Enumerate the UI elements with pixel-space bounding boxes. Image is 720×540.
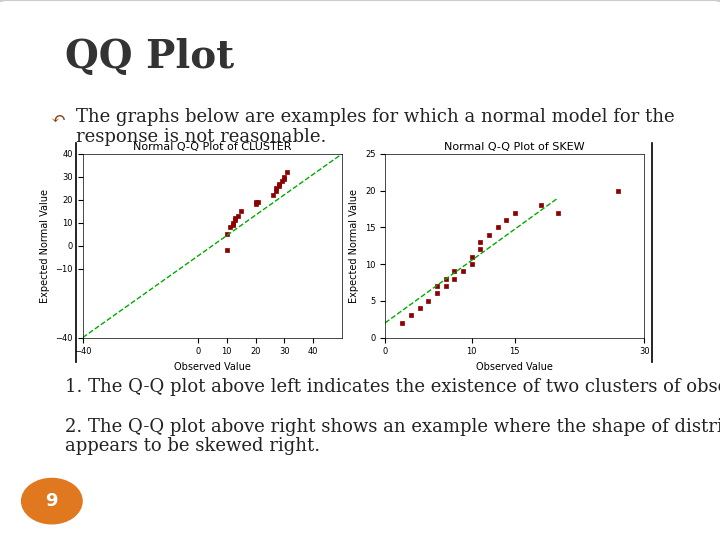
Text: 9: 9 [45,492,58,510]
Point [449,267,460,276]
Point [440,274,451,283]
Title: Normal Q-Q Plot of SKEW: Normal Q-Q Plot of SKEW [444,141,585,152]
Point [431,282,443,291]
Point [466,260,477,268]
Point [276,177,287,186]
Point [270,184,282,193]
Y-axis label: Expected Normal Value: Expected Normal Value [40,188,50,303]
Point [230,214,241,222]
Point [500,215,512,224]
Point [431,289,443,298]
Point [535,201,546,210]
Point [474,245,486,254]
Point [440,282,451,291]
Text: QQ Plot: QQ Plot [65,38,234,76]
Point [457,267,469,276]
Point [474,238,486,246]
Y-axis label: Expected Normal Value: Expected Normal Value [349,188,359,303]
Point [235,207,247,215]
Point [449,274,460,283]
Point [397,319,408,327]
Point [227,218,238,227]
Point [466,252,477,261]
Point [405,311,417,320]
Point [279,172,290,181]
Text: 2. The Q-Q plot above right shows an example where the shape of distribution: 2. The Q-Q plot above right shows an exa… [65,418,720,436]
Point [273,179,284,188]
Point [233,212,244,220]
Point [279,175,290,184]
Point [509,208,521,217]
Point [492,223,503,232]
Text: appears to be skewed right.: appears to be skewed right. [65,437,320,455]
Point [423,296,434,305]
Point [221,246,233,254]
Text: The graphs below are examples for which a normal model for the: The graphs below are examples for which … [76,108,674,126]
Point [552,208,564,217]
Point [267,191,279,199]
Text: 1. The Q-Q plot above left indicates the existence of two clusters of observatio: 1. The Q-Q plot above left indicates the… [65,378,720,396]
Point [483,231,495,239]
X-axis label: Observed Value: Observed Value [174,362,251,372]
Point [250,198,261,206]
Point [253,198,264,206]
Point [414,304,426,313]
Title: Normal Q-Q Plot of CLUSTER: Normal Q-Q Plot of CLUSTER [133,141,292,152]
Point [250,200,261,208]
Point [221,230,233,239]
X-axis label: Observed Value: Observed Value [477,362,553,372]
Point [270,186,282,195]
Point [224,223,235,232]
Point [227,221,238,230]
Point [282,168,293,177]
Text: response is not reasonable.: response is not reasonable. [76,128,326,146]
Point [273,181,284,190]
Text: ↶: ↶ [50,111,66,129]
Point [230,216,241,225]
Point [613,186,624,195]
